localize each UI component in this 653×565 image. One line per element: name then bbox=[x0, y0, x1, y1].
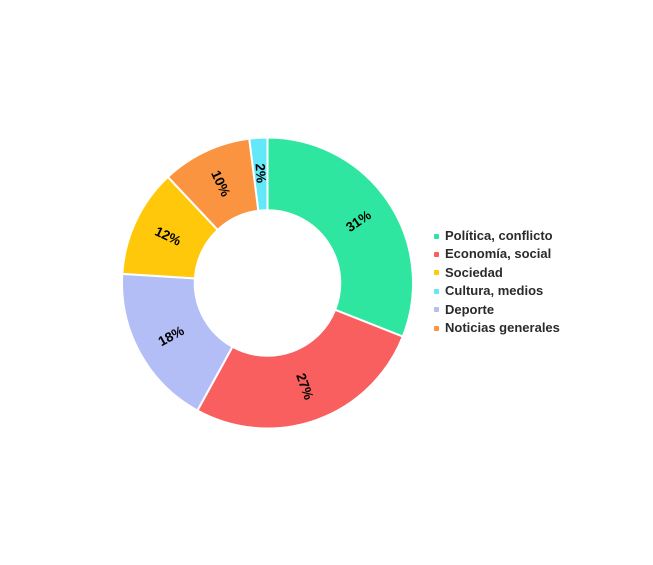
chart-legend: Política, conflicto Economía, social Socie… bbox=[434, 227, 560, 337]
pie-slice-politica-conflicto[interactable] bbox=[266, 136, 414, 338]
legend-item[interactable]: Economía, social bbox=[434, 245, 560, 263]
legend-marker-icon bbox=[434, 325, 439, 331]
legend-marker-icon bbox=[434, 288, 439, 294]
legend-item[interactable]: Política, conflicto bbox=[434, 227, 560, 245]
legend-marker-icon bbox=[434, 270, 439, 276]
legend-item[interactable]: Deporte bbox=[434, 301, 560, 319]
legend-marker-icon bbox=[434, 252, 439, 258]
legend-item[interactable]: Cultura, medios bbox=[434, 282, 560, 300]
legend-item[interactable]: Noticias generales bbox=[434, 319, 560, 337]
legend-label: Deporte bbox=[445, 301, 495, 317]
legend-label: Cultura, medios bbox=[445, 283, 544, 299]
legend-marker-icon bbox=[434, 233, 439, 239]
pie-slice-economia-social[interactable] bbox=[196, 308, 404, 430]
slice-percent-label: 2% bbox=[252, 163, 268, 183]
pie-slice-deporte[interactable] bbox=[121, 272, 234, 412]
legend-label: Noticias generales bbox=[445, 319, 560, 335]
legend-marker-icon bbox=[434, 307, 439, 313]
legend-label: Política, conflicto bbox=[445, 228, 553, 243]
legend-item[interactable]: Sociedad bbox=[434, 264, 560, 282]
pie-slice-cultura-medios[interactable] bbox=[248, 136, 269, 212]
legend-label: Sociedad bbox=[445, 264, 503, 280]
legend-label: Economía, social bbox=[445, 246, 552, 262]
